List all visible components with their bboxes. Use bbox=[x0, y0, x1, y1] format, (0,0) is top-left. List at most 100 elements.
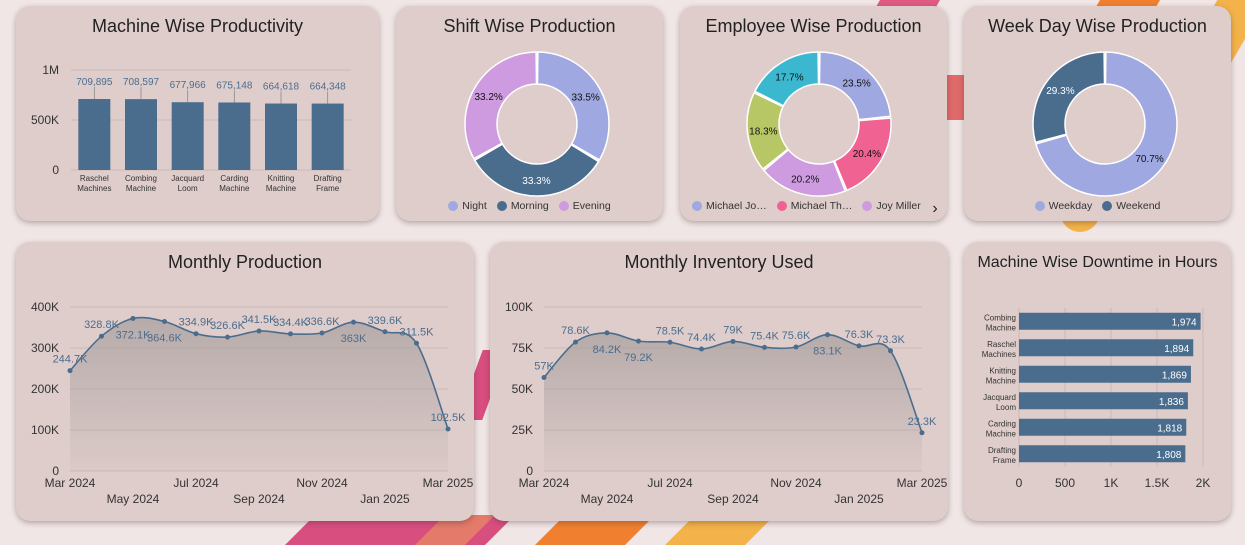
data-point bbox=[288, 331, 293, 337]
y-tick-label: Carding bbox=[988, 419, 1016, 428]
legend-item[interactable]: Michael Jo… bbox=[692, 200, 767, 212]
bar bbox=[1019, 339, 1194, 357]
legend-label: Weekday bbox=[1048, 200, 1093, 212]
data-label: 57K bbox=[534, 361, 554, 373]
x-tick-label: Loom bbox=[178, 184, 198, 193]
x-tick-label: Jan 2025 bbox=[360, 492, 410, 506]
data-point bbox=[225, 334, 230, 340]
shift-production-chart: 33.5% 33.3% 33.2% bbox=[464, 51, 610, 197]
chart-legend: Weekday Weekend bbox=[964, 200, 1231, 212]
legend-swatch bbox=[692, 201, 702, 211]
data-point bbox=[319, 330, 325, 336]
bar bbox=[125, 99, 157, 170]
x-tick-label: Machine bbox=[126, 184, 157, 193]
donut-slice bbox=[536, 51, 610, 161]
slice-label: 23.5% bbox=[842, 79, 870, 90]
y-tick-label: 100K bbox=[505, 300, 533, 314]
x-tick-label: Combing bbox=[125, 174, 157, 183]
data-label: 341.5K bbox=[242, 314, 278, 326]
x-tick-label: Nov 2024 bbox=[296, 476, 348, 490]
legend-swatch bbox=[776, 201, 787, 211]
data-label: 328.8K bbox=[84, 319, 120, 331]
x-tick-label: Mar 2025 bbox=[423, 476, 474, 490]
data-point bbox=[99, 333, 104, 339]
x-tick-label: Drafting bbox=[314, 174, 342, 183]
data-point bbox=[541, 375, 547, 381]
monthly-inventory-card: Monthly Inventory Used 0 25K 50K 75K 100K 57K… bbox=[490, 242, 948, 521]
shift-production-card: Shift Wise Production 33.5% 33.3% 33.2% Ni… bbox=[396, 6, 663, 221]
x-tick-label: Machines bbox=[77, 184, 111, 193]
data-label: 1,974 bbox=[1172, 317, 1197, 328]
x-tick-label: Carding bbox=[220, 174, 248, 183]
slice-label: 17.7% bbox=[775, 72, 803, 83]
bar bbox=[1019, 445, 1186, 463]
x-tick-label: Nov 2024 bbox=[770, 476, 822, 490]
legend-item[interactable]: Night bbox=[448, 200, 487, 212]
data-label: 709,895 bbox=[76, 77, 113, 88]
x-tick-label: Sep 2024 bbox=[707, 492, 759, 506]
data-point bbox=[351, 319, 356, 325]
data-label: 677,966 bbox=[170, 80, 207, 91]
slice-label: 20.2% bbox=[791, 174, 819, 185]
card-title: Monthly Production bbox=[167, 252, 323, 272]
data-point bbox=[162, 319, 167, 325]
x-tick-label: Frame bbox=[316, 184, 340, 193]
y-tick-label: 0 bbox=[52, 163, 59, 177]
data-point bbox=[130, 315, 136, 321]
x-tick-label: 1.5K bbox=[1145, 476, 1170, 490]
x-tick-label: Raschel bbox=[80, 174, 109, 183]
legend-item[interactable]: Joy Miller bbox=[862, 200, 921, 212]
x-tick-label: Mar 2024 bbox=[519, 476, 570, 490]
data-point bbox=[888, 348, 893, 354]
bar bbox=[311, 103, 344, 170]
legend-next-arrow-icon[interactable]: › bbox=[932, 200, 938, 217]
y-tick-label: Knitting bbox=[989, 366, 1016, 375]
legend-item[interactable]: Evening bbox=[558, 200, 611, 212]
data-label: 78.6K bbox=[561, 325, 590, 337]
data-point bbox=[762, 344, 767, 350]
y-tick-label: Raschel bbox=[987, 340, 1016, 349]
y-tick-label: Combing bbox=[984, 313, 1016, 322]
data-label: 339.6K bbox=[368, 315, 404, 327]
data-label: 364.6K bbox=[147, 333, 183, 345]
legend-item[interactable]: Weekend bbox=[1102, 200, 1160, 212]
y-tick-label: Machine bbox=[986, 376, 1017, 385]
y-tick-label: 500K bbox=[31, 113, 59, 127]
data-label: 1,818 bbox=[1157, 423, 1182, 434]
data-point bbox=[636, 338, 641, 344]
x-tick-label: Mar 2025 bbox=[897, 476, 948, 490]
legend-item[interactable]: Michael Th… bbox=[776, 200, 852, 212]
legend-item[interactable]: Morning bbox=[496, 200, 549, 212]
legend-label: Weekend bbox=[1116, 200, 1161, 212]
bar bbox=[78, 99, 111, 170]
data-label: 372.1K bbox=[116, 329, 152, 341]
y-tick-label: 25K bbox=[512, 423, 533, 437]
x-tick-label: Jacquard bbox=[171, 174, 204, 183]
weekday-production-chart: 70.7% 29.3% bbox=[1032, 51, 1178, 197]
machine-productivity-card: Machine Wise Productivity 0 500K 1M 709,895… bbox=[16, 6, 379, 221]
data-point bbox=[193, 331, 199, 337]
slice-label: 29.3% bbox=[1046, 86, 1074, 97]
y-tick-label: 0 bbox=[526, 464, 533, 478]
y-tick-label: Frame bbox=[993, 456, 1017, 465]
y-tick-label: 0 bbox=[52, 464, 59, 478]
donut-slice bbox=[464, 51, 538, 160]
data-label: 708,597 bbox=[123, 77, 160, 88]
machine-downtime-chart: 0 500 1K 1.5K 2K1,974CombingMachine1,894Rasc… bbox=[982, 308, 1210, 490]
y-tick-label: Loom bbox=[996, 403, 1016, 412]
slice-label: 33.5% bbox=[571, 92, 599, 103]
bar bbox=[218, 102, 251, 170]
data-label: 75.4K bbox=[750, 330, 779, 342]
data-point bbox=[793, 344, 799, 350]
data-label: 664,348 bbox=[310, 82, 347, 93]
legend-swatch bbox=[448, 201, 459, 211]
data-label: 311.5K bbox=[399, 326, 434, 338]
y-tick-label: 50K bbox=[512, 382, 533, 396]
y-tick-label: 400K bbox=[31, 300, 59, 314]
legend-swatch bbox=[496, 201, 507, 211]
data-label: 244.7K bbox=[53, 354, 89, 366]
slice-label: 33.3% bbox=[522, 176, 550, 187]
machine-downtime-card: Machine Wise Downtime in Hours 0 500 1K 1.5… bbox=[964, 242, 1231, 521]
legend-item[interactable]: Weekday bbox=[1034, 200, 1093, 212]
